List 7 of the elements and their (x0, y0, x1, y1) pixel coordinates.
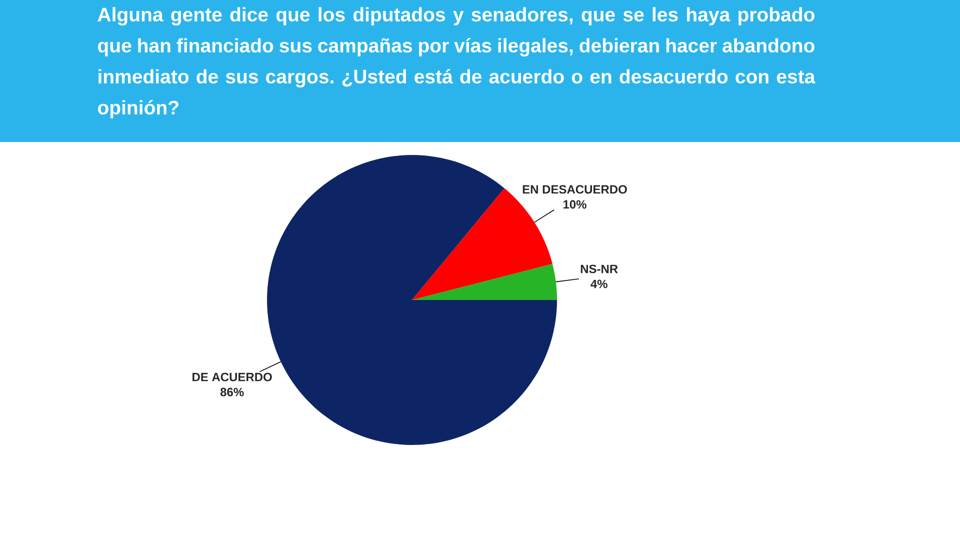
slice-label: NS-NR (580, 264, 618, 274)
data-label: 10% (563, 200, 586, 209)
slice-label: DE ACUERDO (192, 372, 272, 382)
chart-title: Alguna gente dice que los diputados y senadores, que se les haya probado que han financiado sus campañas por vías ilegales, debieran hacer abandono inmediato de sus cargos. ¿Usted está de acuerdo o en desacuerdo con esta opinión? (98, 7, 816, 118)
data-label: 86% (220, 388, 244, 396)
data-label: 4% (590, 280, 608, 288)
slice-label: EN DESACUERDO (522, 185, 627, 194)
